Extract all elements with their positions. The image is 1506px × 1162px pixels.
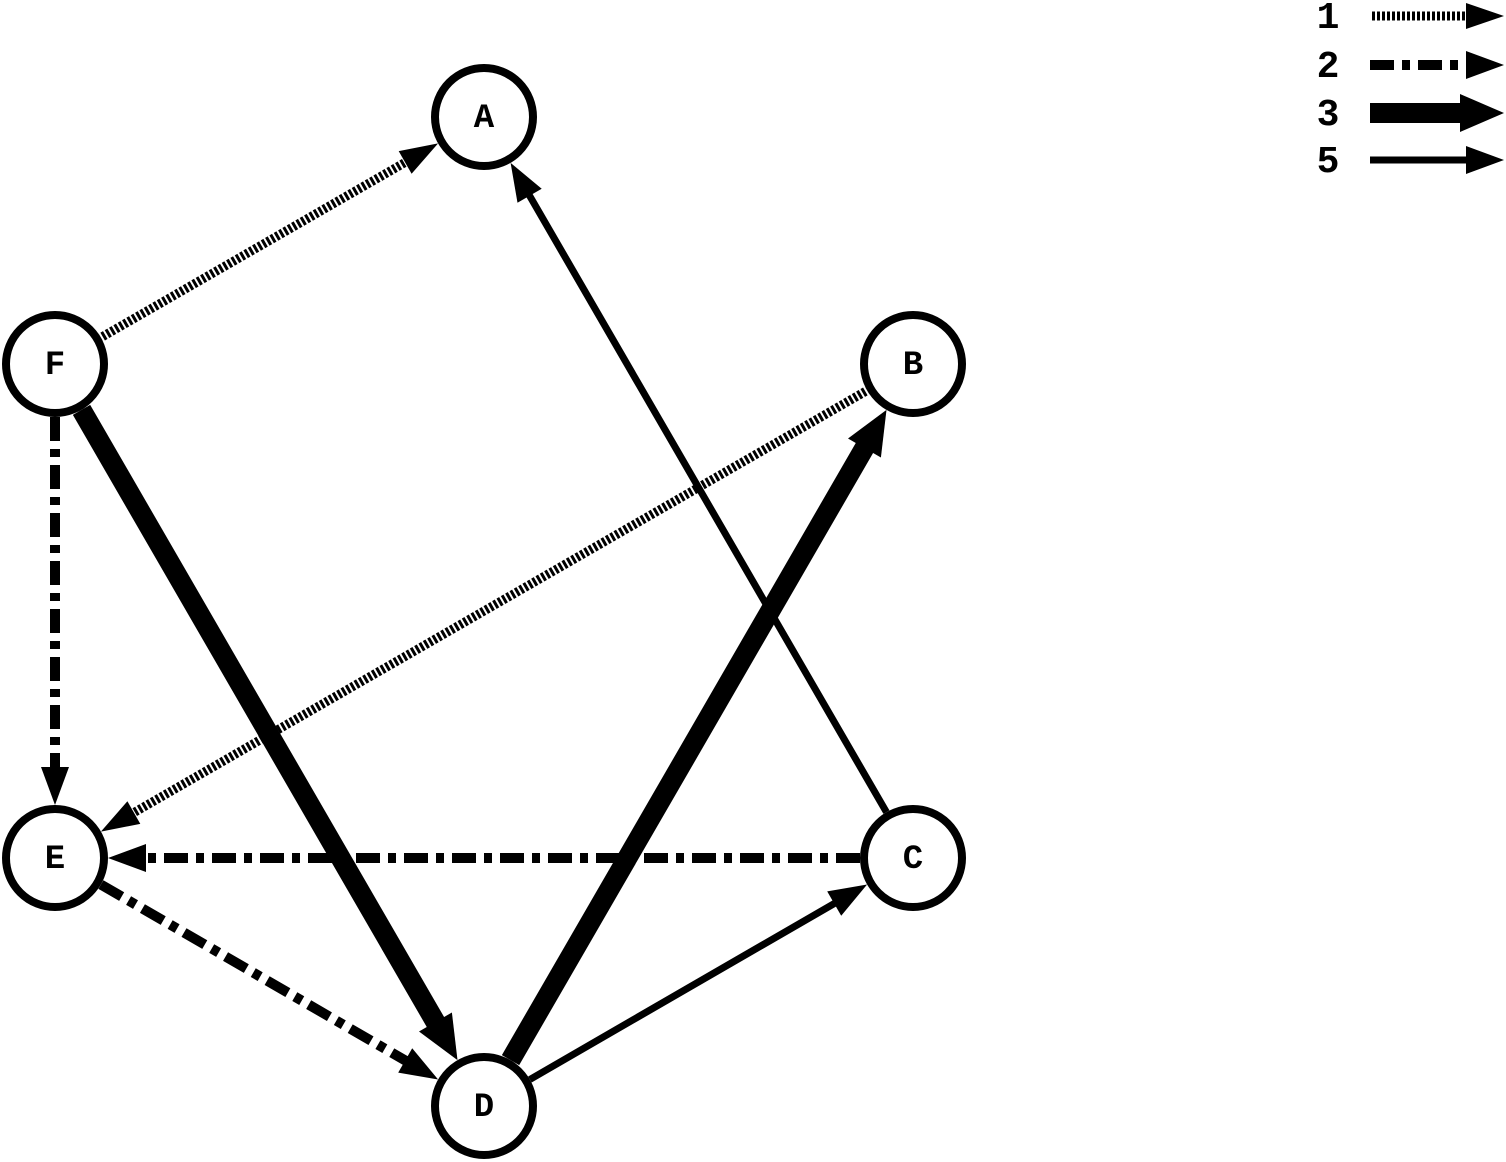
edge-b-e-arrowhead <box>100 801 141 832</box>
node-a: A <box>431 64 537 170</box>
legend-3-arrowhead <box>1460 94 1504 132</box>
node-circle <box>2 805 108 911</box>
legend-label: 2 <box>1317 46 1340 89</box>
nodes-layer: A B C D E F <box>2 64 966 1159</box>
edge-f-to-d <box>72 404 458 1061</box>
legend-item: 5 <box>1317 141 1504 184</box>
legend-2-arrowhead <box>1466 51 1504 79</box>
legend-item: 1 <box>1317 0 1504 40</box>
legend-item: 2 <box>1317 46 1504 89</box>
legend-5-arrowhead <box>1466 146 1504 174</box>
node-circle <box>2 311 108 417</box>
edge-e-to-d <box>98 880 439 1080</box>
edge-c-a-arrowhead <box>510 162 542 203</box>
edge-b-to-e <box>100 386 870 832</box>
edge-e-d-line <box>98 880 412 1067</box>
node-circle <box>860 805 966 911</box>
edge-d-c-arrowhead <box>827 884 868 916</box>
node-circle <box>431 64 537 170</box>
node-e: E <box>2 805 108 911</box>
edge-d-b-arrowhead <box>848 409 887 458</box>
edge-f-to-a <box>98 143 439 342</box>
edge-d-b-line <box>501 439 876 1066</box>
edge-f-e-arrowhead <box>41 767 69 805</box>
edge-d-to-b <box>501 409 887 1066</box>
edge-d-to-c <box>528 884 868 1083</box>
node-f: F <box>2 311 108 417</box>
legend: 1 2 35 <box>1317 0 1504 184</box>
edge-c-a-line <box>524 190 890 814</box>
legend-label: 1 <box>1317 0 1340 40</box>
node-label: A <box>474 100 495 138</box>
node-circle <box>431 1053 537 1159</box>
edge-f-a-arrowhead <box>398 143 439 174</box>
edge-e-d-arrowhead <box>398 1048 439 1080</box>
node-label: B <box>903 347 923 385</box>
node-label: D <box>474 1089 494 1127</box>
edges-layer <box>41 143 890 1083</box>
node-label: E <box>45 841 65 879</box>
edge-f-to-e <box>41 417 69 805</box>
node-c: C <box>860 805 966 911</box>
node-label: C <box>903 841 923 879</box>
edge-c-to-e <box>108 844 860 872</box>
legend-label: 3 <box>1317 94 1340 137</box>
node-label: F <box>45 347 65 385</box>
edge-f-a-dots <box>98 156 412 342</box>
edge-f-d-line <box>72 404 447 1031</box>
edge-c-to-a <box>510 162 890 814</box>
edge-d-c-line <box>528 898 840 1083</box>
legend-1-arrowhead <box>1466 3 1504 29</box>
legend-item: 3 <box>1317 94 1504 137</box>
legend-label: 5 <box>1317 141 1340 184</box>
node-b: B <box>860 311 966 417</box>
node-circle <box>860 311 966 417</box>
edge-c-e-arrowhead <box>108 844 146 872</box>
edge-b-e-dots <box>127 386 870 819</box>
edge-f-d-arrowhead <box>419 1012 458 1061</box>
node-d: D <box>431 1053 537 1159</box>
